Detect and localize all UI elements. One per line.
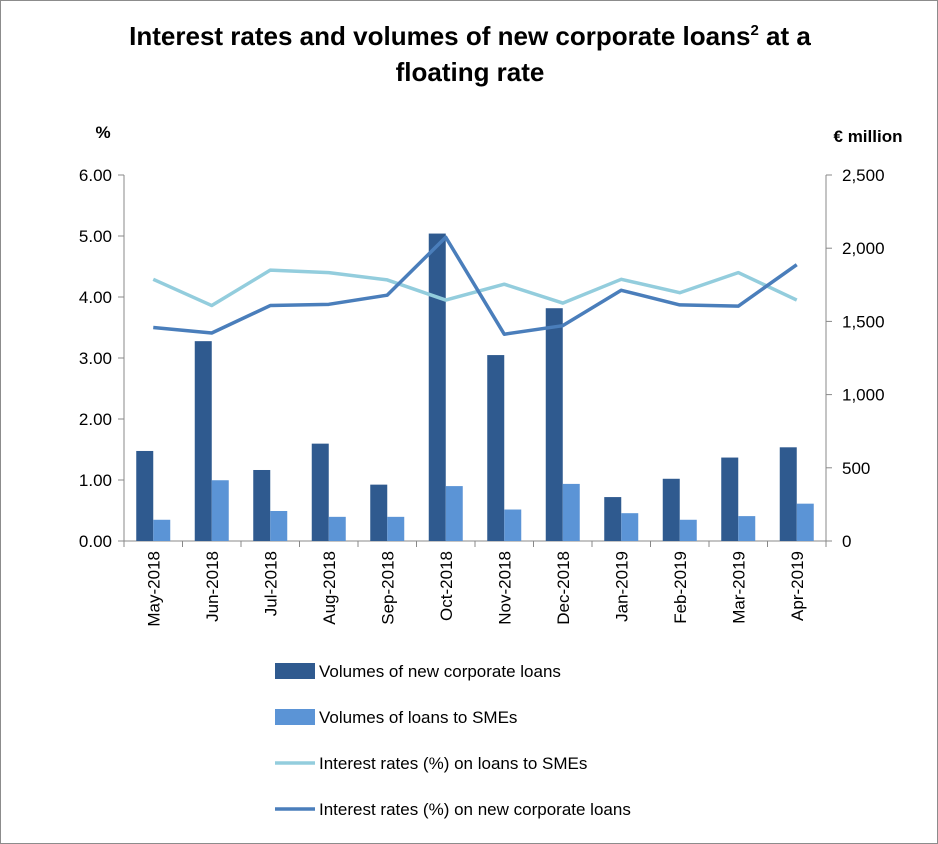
x-axis-category-label: Jul-2018 <box>261 551 280 616</box>
bar-corporate-loans <box>604 497 622 541</box>
left-axis-tick-label: 2.00 <box>79 410 112 429</box>
bar-sme-loans <box>211 480 229 541</box>
left-axis-tick-label: 5.00 <box>79 227 112 246</box>
left-axis-tick-label: 1.00 <box>79 471 112 490</box>
left-axis-tick-label: 6.00 <box>79 166 112 185</box>
x-axis-labels: May-2018 Jun-2018 Jul-2018 Aug-2018 Sep-2018… <box>144 551 807 627</box>
bar-corporate-loans <box>721 457 739 541</box>
legend: Volumes of new corporate loans Volumes of… <box>275 662 631 819</box>
right-axis-tick-label: 1,000 <box>842 386 885 405</box>
chart-title-main: Interest rates and volumes of new corpor… <box>129 21 751 51</box>
line-sme-rates <box>152 268 798 308</box>
bar-sme-loans <box>679 519 697 541</box>
legend-sme-volumes-label: Volumes of loans to SMEs <box>319 708 517 727</box>
x-axis-category-label: Apr-2019 <box>788 551 807 621</box>
bar-corporate-loans <box>779 447 797 541</box>
x-axis-category-label: Jun-2018 <box>203 551 222 622</box>
bar-corporate-loans <box>253 469 271 541</box>
bar-corporate-loans <box>545 308 563 541</box>
bar-corporate-loans <box>194 341 212 541</box>
chart-title-footnote: 2 <box>750 22 759 39</box>
bar-sme-loans <box>738 516 756 541</box>
right-axis-tick-label: 2,000 <box>842 239 885 258</box>
bar-sme-loans <box>796 503 814 541</box>
left-axis-tick-label: 0.00 <box>79 532 112 551</box>
chart-title: Interest rates and volumes of new corpor… <box>120 18 820 90</box>
bar-series <box>136 233 814 541</box>
bar-sme-loans <box>445 486 463 541</box>
legend-corporate-volumes-swatch <box>275 663 315 679</box>
bar-corporate-loans <box>136 450 154 541</box>
chart-title-tail: at a floating rate <box>395 21 811 87</box>
x-axis-category-label: Mar-2019 <box>729 551 748 624</box>
x-axis-category-label: Dec-2018 <box>554 551 573 625</box>
right-axis-tick-label: 500 <box>842 459 870 478</box>
left-axis-tick-label: 3.00 <box>79 349 112 368</box>
bar-corporate-loans <box>662 478 680 541</box>
legend-sme-volumes-swatch <box>275 709 315 725</box>
bar-sme-loans <box>153 519 171 541</box>
right-axis-unit: € million <box>834 127 903 146</box>
right-axis-tick-label: 2,500 <box>842 166 885 185</box>
bar-corporate-loans <box>370 484 388 541</box>
bar-sme-loans <box>621 513 639 541</box>
bar-sme-loans <box>328 516 346 541</box>
line-series <box>152 235 798 336</box>
x-axis-category-label: Sep-2018 <box>378 551 397 625</box>
x-axis-category-label: Aug-2018 <box>320 551 339 625</box>
bar-sme-loans <box>504 509 522 541</box>
line-corporate-rates <box>153 235 798 336</box>
bar-sme-loans <box>562 483 580 541</box>
bar-corporate-loans <box>487 355 505 541</box>
right-axis-tick-label: 1,500 <box>842 312 885 331</box>
x-axis-category-label: Jan-2019 <box>612 551 631 622</box>
legend-sme-rates-label: Interest rates (%) on loans to SMEs <box>319 754 587 773</box>
right-axis-tick-label: 0 <box>842 532 851 551</box>
x-axis-category-label: Feb-2019 <box>671 551 690 624</box>
x-axis-category-label: Nov-2018 <box>495 551 514 625</box>
bar-corporate-loans <box>311 443 329 541</box>
bar-sme-loans <box>387 516 405 541</box>
x-axis-category-label: May-2018 <box>144 551 163 627</box>
axes: 0.00 1.00 2.00 3.00 4.00 5.00 6.00 0 500 1,000 1,5… <box>79 166 885 551</box>
x-axis-category-label: Oct-2018 <box>437 551 456 621</box>
legend-corporate-rates-label: Interest rates (%) on new corporate loan… <box>319 800 631 819</box>
bar-sme-loans <box>270 510 288 541</box>
left-axis-unit: % <box>95 123 110 142</box>
legend-corporate-volumes-label: Volumes of new corporate loans <box>319 662 561 681</box>
left-axis-tick-label: 4.00 <box>79 288 112 307</box>
bar-corporate-loans <box>428 233 446 541</box>
